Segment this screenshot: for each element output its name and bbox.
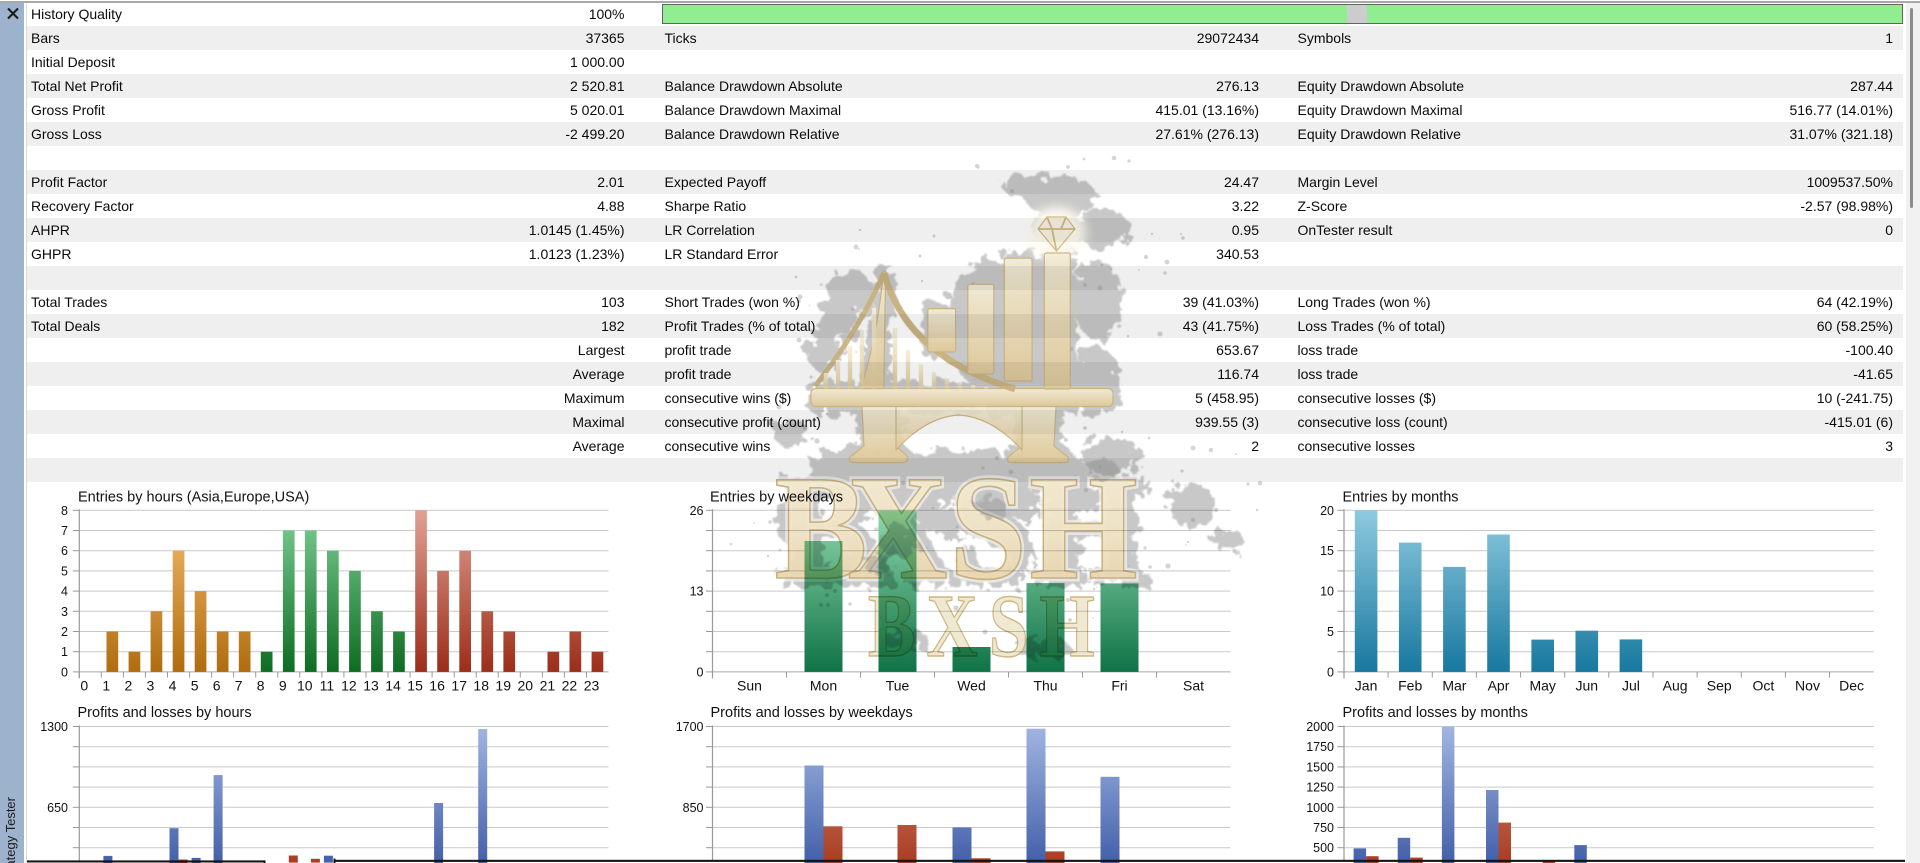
svg-text:3: 3 (147, 678, 155, 694)
svg-text:0: 0 (1327, 665, 1334, 679)
svg-text:BXSH: BXSH (774, 445, 1137, 611)
svg-text:9: 9 (279, 678, 287, 694)
svg-text:12: 12 (341, 678, 357, 694)
svg-text:4: 4 (61, 585, 68, 599)
svg-text:5: 5 (61, 564, 68, 578)
svg-text:Aug: Aug (1663, 678, 1688, 694)
svg-text:0: 0 (61, 665, 68, 679)
svg-text:23: 23 (584, 678, 600, 694)
svg-text:Profits and losses by hours: Profits and losses by hours (78, 705, 252, 721)
svg-text:Jan: Jan (1355, 678, 1378, 694)
svg-text:13: 13 (363, 678, 379, 694)
svg-text:Entries by weekdays: Entries by weekdays (710, 490, 843, 506)
svg-text:Tue: Tue (886, 678, 910, 694)
svg-text:19: 19 (495, 678, 511, 694)
svg-text:1000: 1000 (1306, 801, 1334, 815)
svg-text:1: 1 (61, 645, 68, 659)
svg-text:BXSH: BXSH (774, 445, 1137, 611)
svg-text:Dec: Dec (1839, 678, 1864, 694)
svg-text:13: 13 (690, 585, 704, 599)
svg-text:Profits and losses by months: Profits and losses by months (1343, 705, 1528, 721)
svg-text:26: 26 (690, 504, 704, 518)
svg-text:15: 15 (407, 678, 423, 694)
svg-text:Entries by hours (Asia,Europe,: Entries by hours (Asia,Europe,USA) (78, 490, 309, 506)
svg-text:20: 20 (518, 678, 534, 694)
svg-text:0: 0 (80, 678, 88, 694)
svg-text:0: 0 (697, 665, 704, 679)
svg-text:BXSH: BXSH (868, 576, 1106, 676)
svg-text:Jun: Jun (1576, 678, 1599, 694)
svg-text:8: 8 (61, 504, 68, 518)
svg-text:650: 650 (47, 801, 68, 815)
svg-text:10: 10 (1320, 585, 1334, 599)
svg-text:Mon: Mon (810, 678, 837, 694)
svg-text:18: 18 (473, 678, 489, 694)
svg-text:Profits and losses by weekdays: Profits and losses by weekdays (711, 705, 913, 721)
svg-text:750: 750 (1313, 821, 1334, 835)
svg-text:2000: 2000 (1306, 720, 1334, 734)
svg-text:17: 17 (451, 678, 467, 694)
svg-text:1300: 1300 (40, 720, 68, 734)
svg-text:1750: 1750 (1306, 740, 1334, 754)
svg-text:22: 22 (562, 678, 578, 694)
svg-text:Entries by months: Entries by months (1343, 490, 1459, 506)
svg-text:7: 7 (235, 678, 243, 694)
svg-text:Mar: Mar (1442, 678, 1466, 694)
svg-text:500: 500 (1313, 841, 1334, 855)
svg-text:5: 5 (191, 678, 199, 694)
svg-text:14: 14 (385, 678, 401, 694)
svg-text:7: 7 (61, 524, 68, 538)
svg-text:Nov: Nov (1795, 678, 1820, 694)
svg-text:3: 3 (61, 605, 68, 619)
svg-text:2: 2 (61, 625, 68, 639)
svg-text:16: 16 (429, 678, 445, 694)
svg-text:20: 20 (1320, 504, 1334, 518)
svg-text:1250: 1250 (1306, 781, 1334, 795)
svg-text:May: May (1529, 678, 1555, 694)
svg-text:15: 15 (1320, 544, 1334, 558)
svg-text:Sun: Sun (737, 678, 762, 694)
svg-text:6: 6 (61, 544, 68, 558)
svg-text:8: 8 (257, 678, 265, 694)
svg-text:5: 5 (1327, 625, 1334, 639)
svg-text:11: 11 (320, 678, 335, 694)
svg-text:1700: 1700 (676, 720, 704, 734)
svg-text:6: 6 (213, 678, 221, 694)
svg-text:BXSH: BXSH (868, 576, 1106, 676)
svg-text:1: 1 (102, 678, 110, 694)
svg-text:Jul: Jul (1622, 678, 1640, 694)
svg-text:Fri: Fri (1111, 678, 1127, 694)
svg-text:Thu: Thu (1033, 678, 1057, 694)
svg-text:Wed: Wed (957, 678, 986, 694)
svg-text:10: 10 (297, 678, 313, 694)
svg-text:21: 21 (540, 678, 556, 694)
svg-text:Apr: Apr (1488, 678, 1510, 694)
svg-text:Oct: Oct (1753, 678, 1775, 694)
svg-text:1500: 1500 (1306, 760, 1334, 774)
svg-text:Feb: Feb (1398, 678, 1422, 694)
svg-text:4: 4 (169, 678, 177, 694)
svg-text:Sep: Sep (1707, 678, 1732, 694)
svg-text:2: 2 (125, 678, 133, 694)
svg-text:850: 850 (683, 801, 704, 815)
svg-text:Sat: Sat (1183, 678, 1204, 694)
